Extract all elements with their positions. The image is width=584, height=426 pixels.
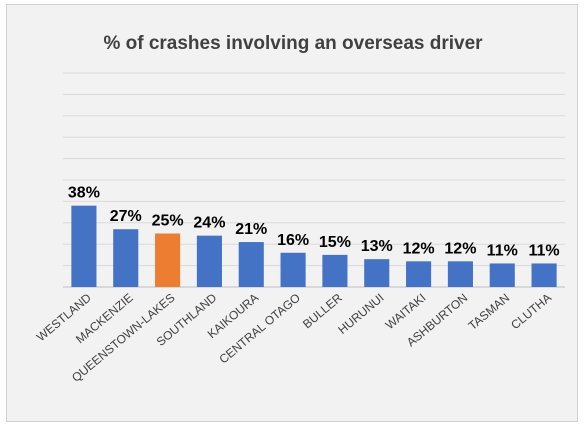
chart-frame: % of crashes involving an overseas drive… <box>6 4 578 422</box>
bar-clutha <box>531 263 557 287</box>
data-label: 16% <box>277 232 309 249</box>
bar-mackenzie <box>113 229 139 287</box>
bar-southland <box>196 235 222 287</box>
data-label: 27% <box>110 208 142 225</box>
chart-title: % of crashes involving an overseas drive… <box>103 33 483 54</box>
data-label: 11% <box>487 242 518 259</box>
data-label: 25% <box>152 213 184 230</box>
bar-queenstown-lakes <box>155 233 181 287</box>
chart-svg: % of crashes involving an overseas drive… <box>34 33 565 385</box>
data-label: 15% <box>319 234 351 251</box>
bars <box>71 205 557 287</box>
x-tick-label: HURUNUI <box>335 291 386 337</box>
bar-waitaki <box>406 261 432 287</box>
data-label: 21% <box>235 221 267 238</box>
x-tick-label: CLUTHA <box>508 291 554 333</box>
data-label: 13% <box>361 238 393 255</box>
data-labels: 38% 27% 25% 24% 21% 16% 15% 13% 12% 12% 11% 11% <box>68 185 560 260</box>
gridlines <box>63 72 565 288</box>
x-tick-label: TASMAN <box>466 291 513 333</box>
bar-hurunui <box>364 259 390 287</box>
bar-central-otago <box>280 252 306 287</box>
data-label: 12% <box>444 240 476 257</box>
data-label: 12% <box>403 240 435 257</box>
bar-buller <box>322 254 348 287</box>
bar-kaikoura <box>238 242 264 287</box>
bar-westland <box>71 205 97 287</box>
data-label: 24% <box>193 215 225 232</box>
bar-tasman <box>489 263 515 287</box>
data-label: 11% <box>529 242 560 259</box>
bar-ashburton <box>447 261 473 287</box>
data-label: 38% <box>68 185 100 202</box>
x-tick-labels: WESTLANDMACKENZIEQUEENSTOWN-LAKESSOUTHLA… <box>34 290 554 384</box>
